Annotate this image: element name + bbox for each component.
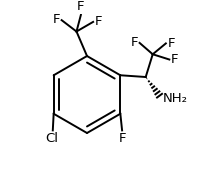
Text: NH₂: NH₂: [162, 91, 187, 105]
Text: F: F: [171, 53, 179, 66]
Text: F: F: [52, 13, 60, 26]
Text: F: F: [168, 37, 175, 50]
Text: F: F: [118, 132, 126, 146]
Text: F: F: [131, 36, 138, 49]
Text: F: F: [95, 15, 102, 28]
Text: F: F: [77, 0, 85, 13]
Text: Cl: Cl: [45, 132, 58, 146]
